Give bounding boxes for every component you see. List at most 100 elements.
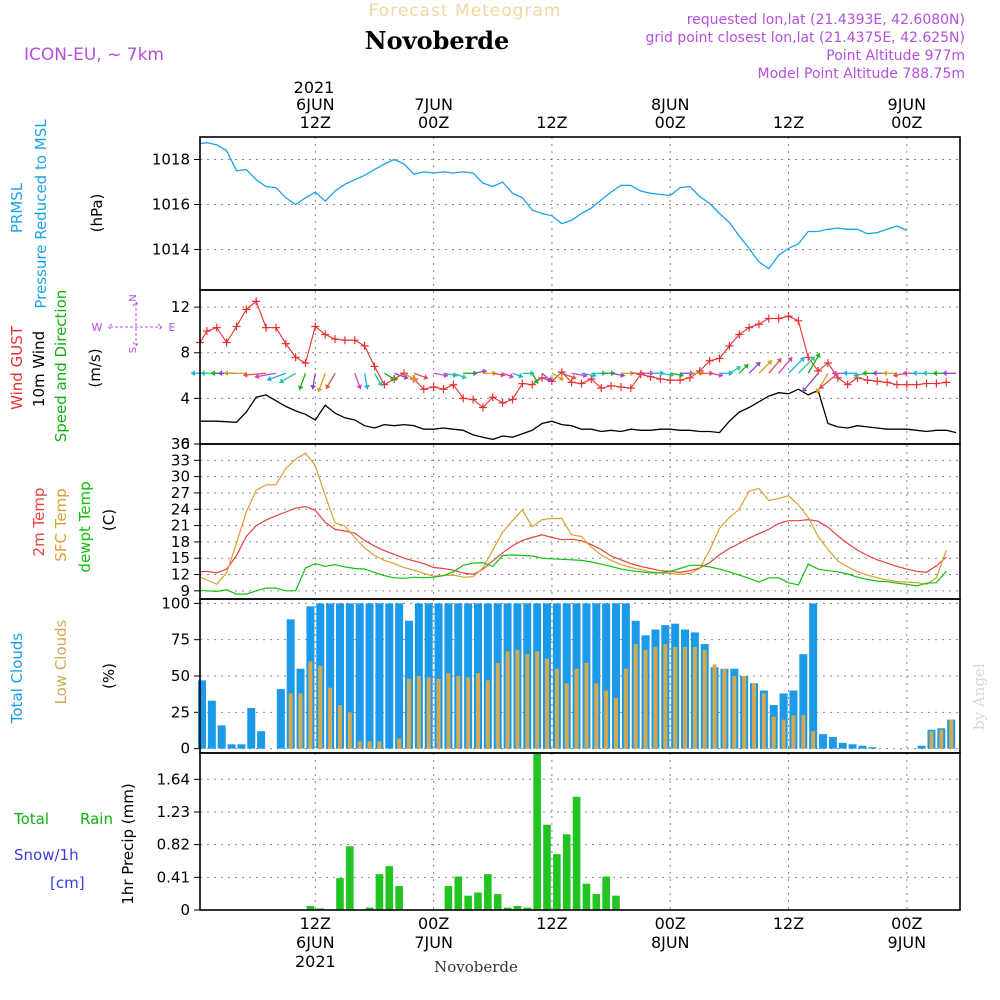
total-cloud-bar [838, 742, 847, 749]
top-hour-label: 00Z [891, 113, 922, 132]
gust-marker [607, 381, 616, 390]
total-cloud-bar [365, 603, 374, 749]
gust-marker [794, 316, 803, 325]
total-cloud-bar [335, 603, 344, 749]
rain-bar [375, 874, 384, 910]
wind-speed-line [200, 388, 957, 441]
gust-marker [252, 297, 261, 306]
y-tick-label: 9 [180, 582, 190, 600]
low-cloud-bar [466, 677, 471, 749]
total-cloud-bar [809, 603, 818, 749]
wind-direction-arrowhead [819, 383, 825, 389]
gust-marker [883, 378, 892, 387]
rain-bar [493, 894, 502, 910]
gust-marker [528, 380, 537, 389]
location-title: Novoberde [365, 26, 510, 55]
gust-marker [577, 379, 586, 388]
y-tick-label: 12 [171, 566, 190, 584]
top-date-label: 8JUN [651, 95, 690, 114]
low-cloud-bar [761, 693, 766, 749]
low-cloud-bar [367, 741, 372, 749]
total-cloud-bar [483, 603, 492, 749]
precip-panel-frame [199, 752, 961, 911]
rain-bar [385, 866, 394, 910]
wind-direction-arrowhead [518, 372, 524, 379]
total-cloud-bar [207, 700, 216, 749]
gust-marker [271, 323, 280, 332]
rain-bar [444, 886, 453, 910]
wind-direction-arrowhead [279, 378, 285, 384]
wind-label-direction: Speed and Direction [52, 290, 70, 443]
model-altitude: Model Point Altitude 788.75m [758, 66, 965, 82]
y-tick-label: 0 [180, 740, 190, 758]
gust-marker [419, 385, 428, 394]
wind-direction-arrowhead [832, 370, 837, 377]
wind-direction-arrowhead [815, 388, 822, 394]
low-cloud-bar [614, 697, 619, 749]
low-cloud-bar [308, 661, 313, 749]
wind-direction-arrowhead [882, 370, 887, 377]
y-tick-label: 0 [180, 435, 190, 453]
bottom-date-label: 6JUN [296, 933, 335, 952]
total-cloud-bar [395, 603, 404, 749]
gust-marker [331, 335, 340, 344]
low-cloud-bar [535, 651, 540, 749]
gust-marker [449, 380, 458, 389]
top-hour-label: 12Z [773, 113, 804, 132]
wind-direction-arrowhead [533, 378, 539, 384]
low-cloud-bar [525, 654, 530, 749]
wind-direction-arrowhead [932, 370, 937, 377]
low-cloud-bar [663, 644, 668, 749]
gust-marker [360, 341, 369, 350]
low-cloud-bar [623, 668, 628, 749]
low-cloud-bar [673, 646, 678, 749]
gust-marker [439, 385, 448, 394]
rain-bar [365, 907, 374, 910]
compass-n: N [128, 294, 139, 301]
rain-bar [336, 878, 344, 910]
wind-direction-arrowhead [735, 366, 741, 372]
t2m-line [199, 505, 947, 576]
top-hour-label: 00Z [655, 113, 686, 132]
y-tick-label: 1016 [152, 196, 190, 214]
low-cloud-bar [298, 693, 303, 749]
gust-marker [833, 373, 842, 382]
bottom-hour-label: 00Z [418, 914, 449, 933]
gust-marker [232, 322, 241, 331]
wind-direction-arrowhead [403, 374, 409, 380]
gust-marker [518, 379, 527, 388]
wind-direction-arrowhead [411, 376, 417, 382]
temp-unit: (C) [100, 509, 118, 531]
wind-direction-arrowhead [254, 373, 260, 380]
cloud-label-total: Total Clouds [8, 633, 26, 725]
precip-label-rain: Rain [80, 810, 113, 828]
rain-bar [484, 874, 492, 910]
sfc-line [199, 452, 947, 586]
low-cloud-bar [643, 649, 648, 749]
low-cloud-bar [406, 678, 411, 749]
total-cloud-bar [227, 744, 236, 749]
wind-direction-arrowhead [799, 357, 805, 363]
low-cloud-bar [604, 690, 609, 749]
wind-direction-arrowhead [210, 370, 215, 377]
gust-marker [370, 362, 379, 371]
gust-marker [892, 380, 901, 389]
low-cloud-bar [337, 705, 342, 749]
low-cloud-bar [722, 668, 727, 749]
rain-bar [523, 907, 532, 910]
total-cloud-bar [345, 603, 354, 749]
total-cloud-bar [562, 603, 571, 749]
wind-direction-arrowhead [853, 372, 858, 378]
total-cloud-bar [464, 603, 473, 749]
gust-marker [538, 373, 547, 382]
total-cloud-bar [385, 603, 394, 749]
rain-bar [474, 892, 482, 910]
gust-marker [932, 379, 941, 388]
y-tick-label: 4 [180, 389, 190, 407]
y-tick-label: 18 [171, 533, 190, 551]
wind-direction-arrowhead [571, 374, 577, 380]
wind-direction-arrowhead [843, 370, 848, 377]
total-cloud-bar [197, 680, 206, 749]
low-cloud-bar [485, 680, 490, 749]
